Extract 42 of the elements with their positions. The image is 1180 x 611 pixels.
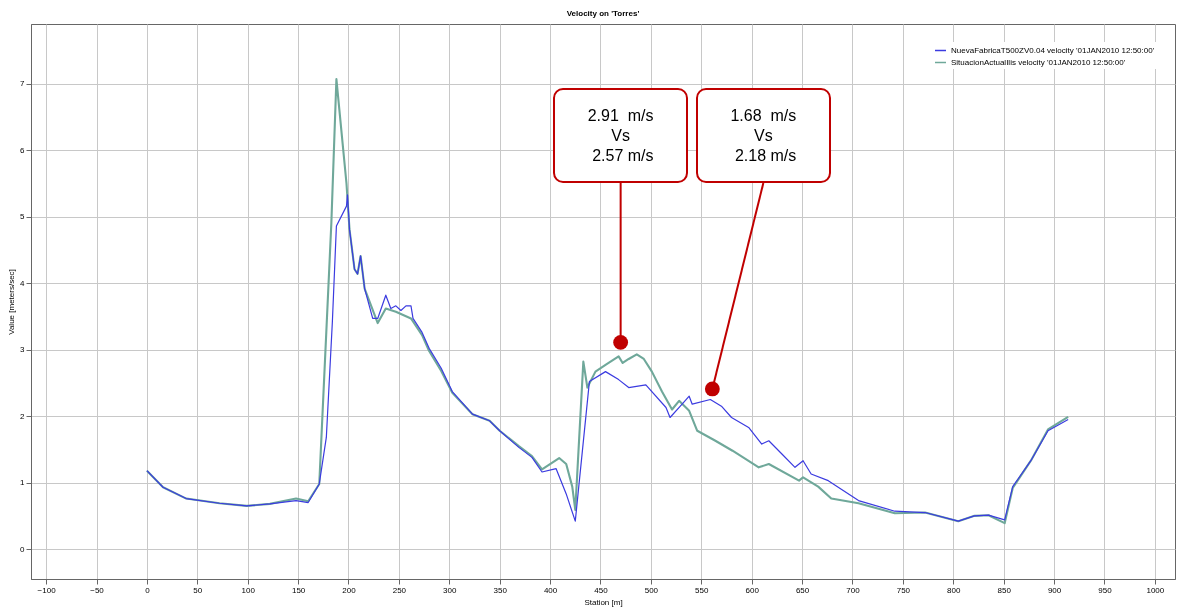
- x-tick-label: 300: [443, 585, 458, 595]
- annotation: 2.91 m/s Vs 2.57 m/s: [587, 105, 654, 166]
- callout-box: 1.68 m/s Vs 2.18 m/s: [695, 88, 831, 183]
- line-series: [145, 78, 1070, 525]
- chart-title: Velocity on 'Torres': [566, 9, 640, 18]
- x-tick-label: 500: [644, 585, 659, 595]
- x-tick-label: 950: [1098, 585, 1113, 595]
- x-tick-label: 800: [947, 585, 961, 595]
- y-tick-label: 5: [20, 212, 26, 222]
- y-tick-label: 4: [20, 278, 26, 288]
- legend-label: SituacionActualIlis velocity '01JAN2010 12:50:00': [951, 57, 1126, 67]
- x-tick-label: 450: [594, 585, 609, 595]
- x-tick-label: 200: [342, 585, 357, 595]
- x-tick-label: 50: [193, 585, 203, 595]
- x-tick-label: 650: [795, 585, 810, 595]
- x-tick-label: 850: [997, 585, 1012, 595]
- x-tick-label: 0: [145, 585, 151, 595]
- legend-label: NuevaFabricaT500ZV0.04 velocity '01JAN2010 12:50:00': [951, 45, 1155, 55]
- x-tick-label: 100: [241, 585, 256, 595]
- y-tick-label: 2: [20, 411, 26, 421]
- y-tick-label: 0: [20, 544, 26, 554]
- x-tick-label: 900: [1047, 585, 1062, 595]
- x-tick-label: −50: [90, 585, 105, 595]
- x-tick-label: 600: [745, 585, 760, 595]
- callout-box: 2.91 m/s Vs 2.57 m/s: [553, 88, 689, 183]
- y-tick-label: 3: [20, 345, 26, 355]
- x-tick-label: 350: [493, 585, 508, 595]
- x-tick-label: 750: [896, 585, 911, 595]
- line-series: [146, 194, 1069, 522]
- x-tick-label: 250: [392, 585, 407, 595]
- x-tick-label: 150: [291, 585, 306, 595]
- annotation: 1.68 m/s Vs 2.18 m/s: [730, 105, 797, 166]
- y-tick-label: 7: [20, 79, 26, 89]
- x-tick-label: 400: [543, 585, 558, 595]
- y-tick-label: 1: [20, 478, 26, 488]
- y-tick-label: 6: [20, 145, 26, 155]
- x-axis-title: Station [m]: [584, 597, 623, 607]
- x-tick-label: 700: [846, 585, 861, 595]
- y-axis-title: Value [meters/sec]: [7, 269, 17, 335]
- x-tick-label: 550: [695, 585, 709, 595]
- x-tick-label: 1000: [1146, 585, 1165, 595]
- x-tick-label: −100: [37, 585, 57, 595]
